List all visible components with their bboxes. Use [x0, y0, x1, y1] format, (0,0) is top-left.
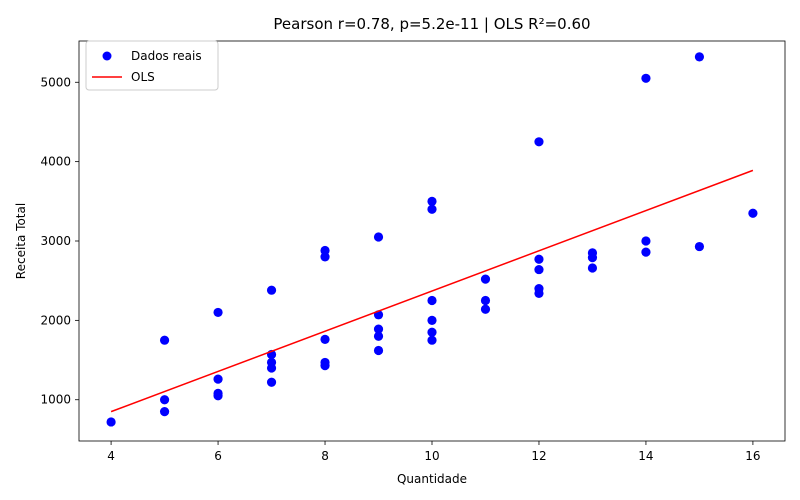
data-point — [159, 407, 170, 417]
data-point — [641, 73, 651, 83]
chart-title: Pearson r=0.78, p=5.2e-11 | OLS R²=0.60 — [273, 15, 590, 33]
legend: Dados reais OLS — [85, 40, 219, 91]
ols-regression-line — [110, 169, 754, 413]
data-point — [748, 208, 758, 218]
y-tick-label: 4000 — [40, 155, 71, 169]
data-point — [373, 331, 384, 341]
data-point — [373, 232, 384, 242]
y-axis-label: Receita Total — [14, 203, 28, 279]
data-point — [480, 295, 491, 306]
data-point — [427, 327, 437, 337]
data-point — [320, 334, 330, 345]
data-point — [427, 335, 437, 345]
x-tick-label: 8 — [321, 449, 329, 463]
data-point — [213, 307, 223, 318]
plot-area — [106, 52, 758, 427]
x-axis-label: Quantidade — [397, 472, 467, 486]
x-tick-label: 4 — [107, 449, 115, 463]
data-point — [480, 274, 491, 284]
plot-frame — [78, 40, 786, 442]
axes: 4 6 8 10 12 14 16 1000 2000 3000 4000 5000 — [40, 40, 786, 463]
data-point — [427, 315, 437, 325]
legend-marker-dados-reais — [102, 51, 112, 61]
data-point — [534, 137, 544, 147]
data-point — [587, 263, 598, 273]
legend-label-dados-reais: Dados reais — [131, 49, 202, 63]
data-point — [213, 374, 223, 384]
data-point — [427, 204, 437, 214]
x-tick-label: 12 — [531, 449, 546, 463]
data-point — [106, 417, 116, 427]
data-point — [373, 324, 384, 334]
data-point — [320, 252, 330, 262]
legend-label-ols: OLS — [131, 70, 155, 84]
data-point — [373, 345, 384, 356]
data-point — [159, 395, 170, 405]
data-point — [266, 363, 277, 373]
data-point — [320, 245, 330, 256]
y-tick-label: 5000 — [40, 75, 71, 89]
data-point — [534, 264, 544, 275]
data-point — [159, 335, 170, 345]
x-tick-label: 6 — [214, 449, 222, 463]
data-point — [427, 295, 437, 306]
data-point — [213, 391, 223, 401]
y-tick-label: 3000 — [40, 234, 71, 248]
data-point — [480, 304, 491, 314]
x-tick-label: 14 — [638, 449, 653, 463]
y-tick-label: 2000 — [40, 313, 71, 327]
y-tick-label: 1000 — [40, 393, 71, 407]
data-point — [641, 236, 651, 246]
data-point — [694, 241, 705, 252]
data-point — [320, 361, 330, 371]
x-tick-label: 10 — [424, 449, 439, 463]
data-point — [587, 253, 598, 263]
data-point — [694, 52, 705, 62]
data-point — [641, 247, 651, 257]
data-point — [534, 254, 544, 264]
data-point — [534, 288, 544, 298]
data-point — [427, 196, 437, 206]
data-point — [266, 285, 277, 295]
data-point — [266, 377, 277, 387]
x-tick-label: 16 — [745, 449, 760, 463]
